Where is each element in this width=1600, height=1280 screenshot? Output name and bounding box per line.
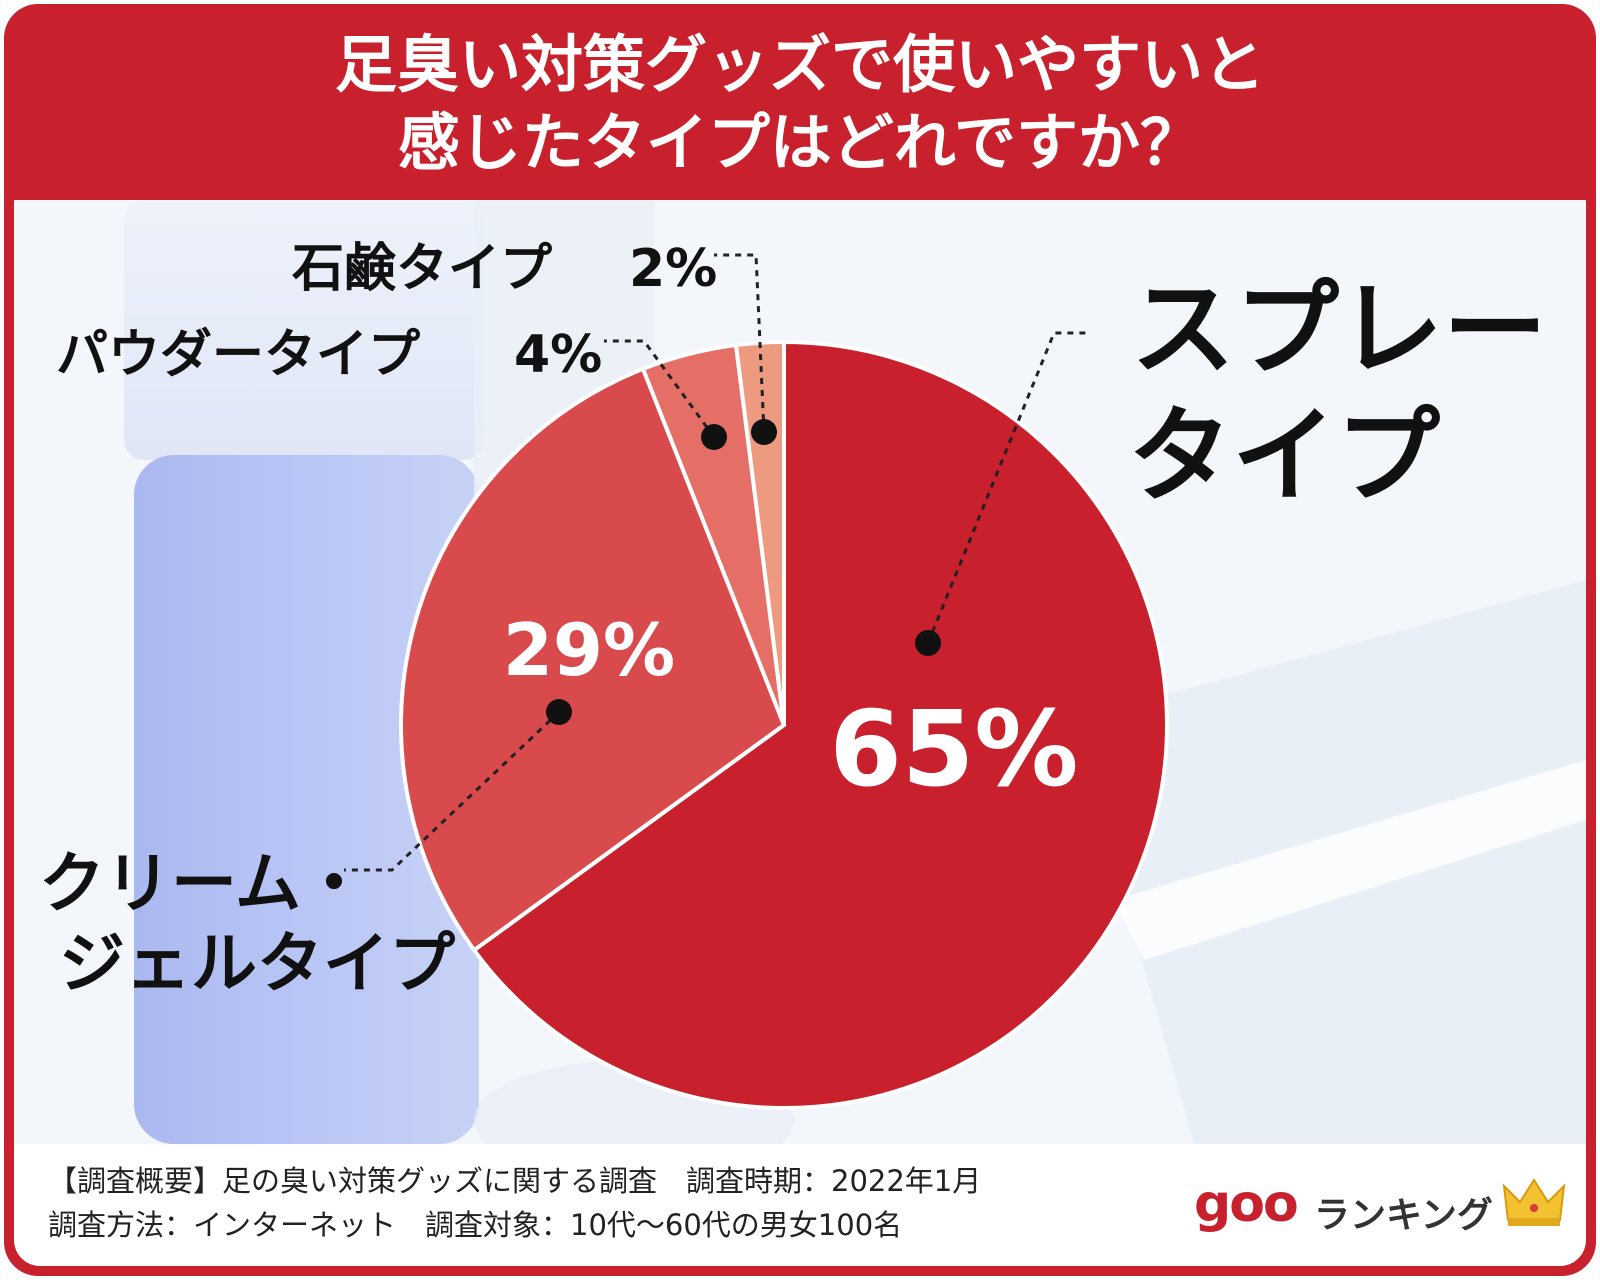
value-label-spray: 65%	[830, 688, 1079, 810]
survey-footer: 【調査概要】足の臭い対策グッズに関する調査 調査時期：2022年1月 調査方法：…	[14, 1144, 1586, 1266]
ranking-logo-text: ランキング	[1314, 1195, 1493, 1236]
survey-line-1: 【調査概要】足の臭い対策グッズに関する調査 調査時期：2022年1月	[48, 1164, 982, 1198]
chart-title: 足臭い対策グッズで使いやすいと 感じたタイプはどれですか？	[4, 26, 1596, 182]
slice-label-spray-1: スプレー	[1131, 268, 1547, 390]
leader-dot-cream	[546, 699, 572, 725]
leader-line-cream	[344, 710, 561, 872]
pie-slice-spray	[471, 339, 1169, 1110]
value-label-cream: 29%	[503, 608, 675, 692]
slice-label-cream-1: クリーム・	[39, 845, 367, 922]
crown-icon	[1502, 1178, 1566, 1226]
leader-line-powder	[604, 339, 716, 438]
title-line-1: 足臭い対策グッズで使いやすいと	[334, 28, 1265, 101]
value-label-powder: 4%	[514, 325, 602, 385]
goo-ranking-logo: goo ランキング	[1184, 1168, 1574, 1248]
leader-dot-soap	[751, 419, 777, 445]
slice-label-spray-2: タイプ	[1128, 395, 1440, 517]
title-line-2: 感じたタイプはどれですか？	[397, 106, 1203, 179]
slice-label-cream-2: ジェルタイプ	[59, 925, 455, 1002]
pie-chart: 65% 29% スプレー タイプ クリーム・ ジェルタイプ パウダータイプ 4%…	[39, 239, 1547, 1110]
leader-dot-spray	[915, 630, 941, 656]
value-label-soap: 2%	[629, 239, 717, 299]
chart-panel: 65% 29% スプレー タイプ クリーム・ ジェルタイプ パウダータイプ 4%…	[14, 200, 1586, 1144]
leader-line-soap	[714, 253, 766, 433]
pie-slice-cream	[399, 366, 787, 953]
slice-label-soap: 石鹸タイプ	[292, 239, 552, 299]
survey-line-2: 調査方法：インターネット 調査対象：10代〜60代の男女100名	[48, 1208, 903, 1242]
leader-dot-powder	[701, 424, 727, 450]
chart-frame: 足臭い対策グッズで使いやすいと 感じたタイプはどれですか？	[4, 4, 1596, 1276]
slice-label-powder: パウダータイプ	[56, 325, 420, 385]
goo-logo-text: goo	[1194, 1174, 1299, 1234]
leader-line-spray	[926, 331, 1089, 644]
